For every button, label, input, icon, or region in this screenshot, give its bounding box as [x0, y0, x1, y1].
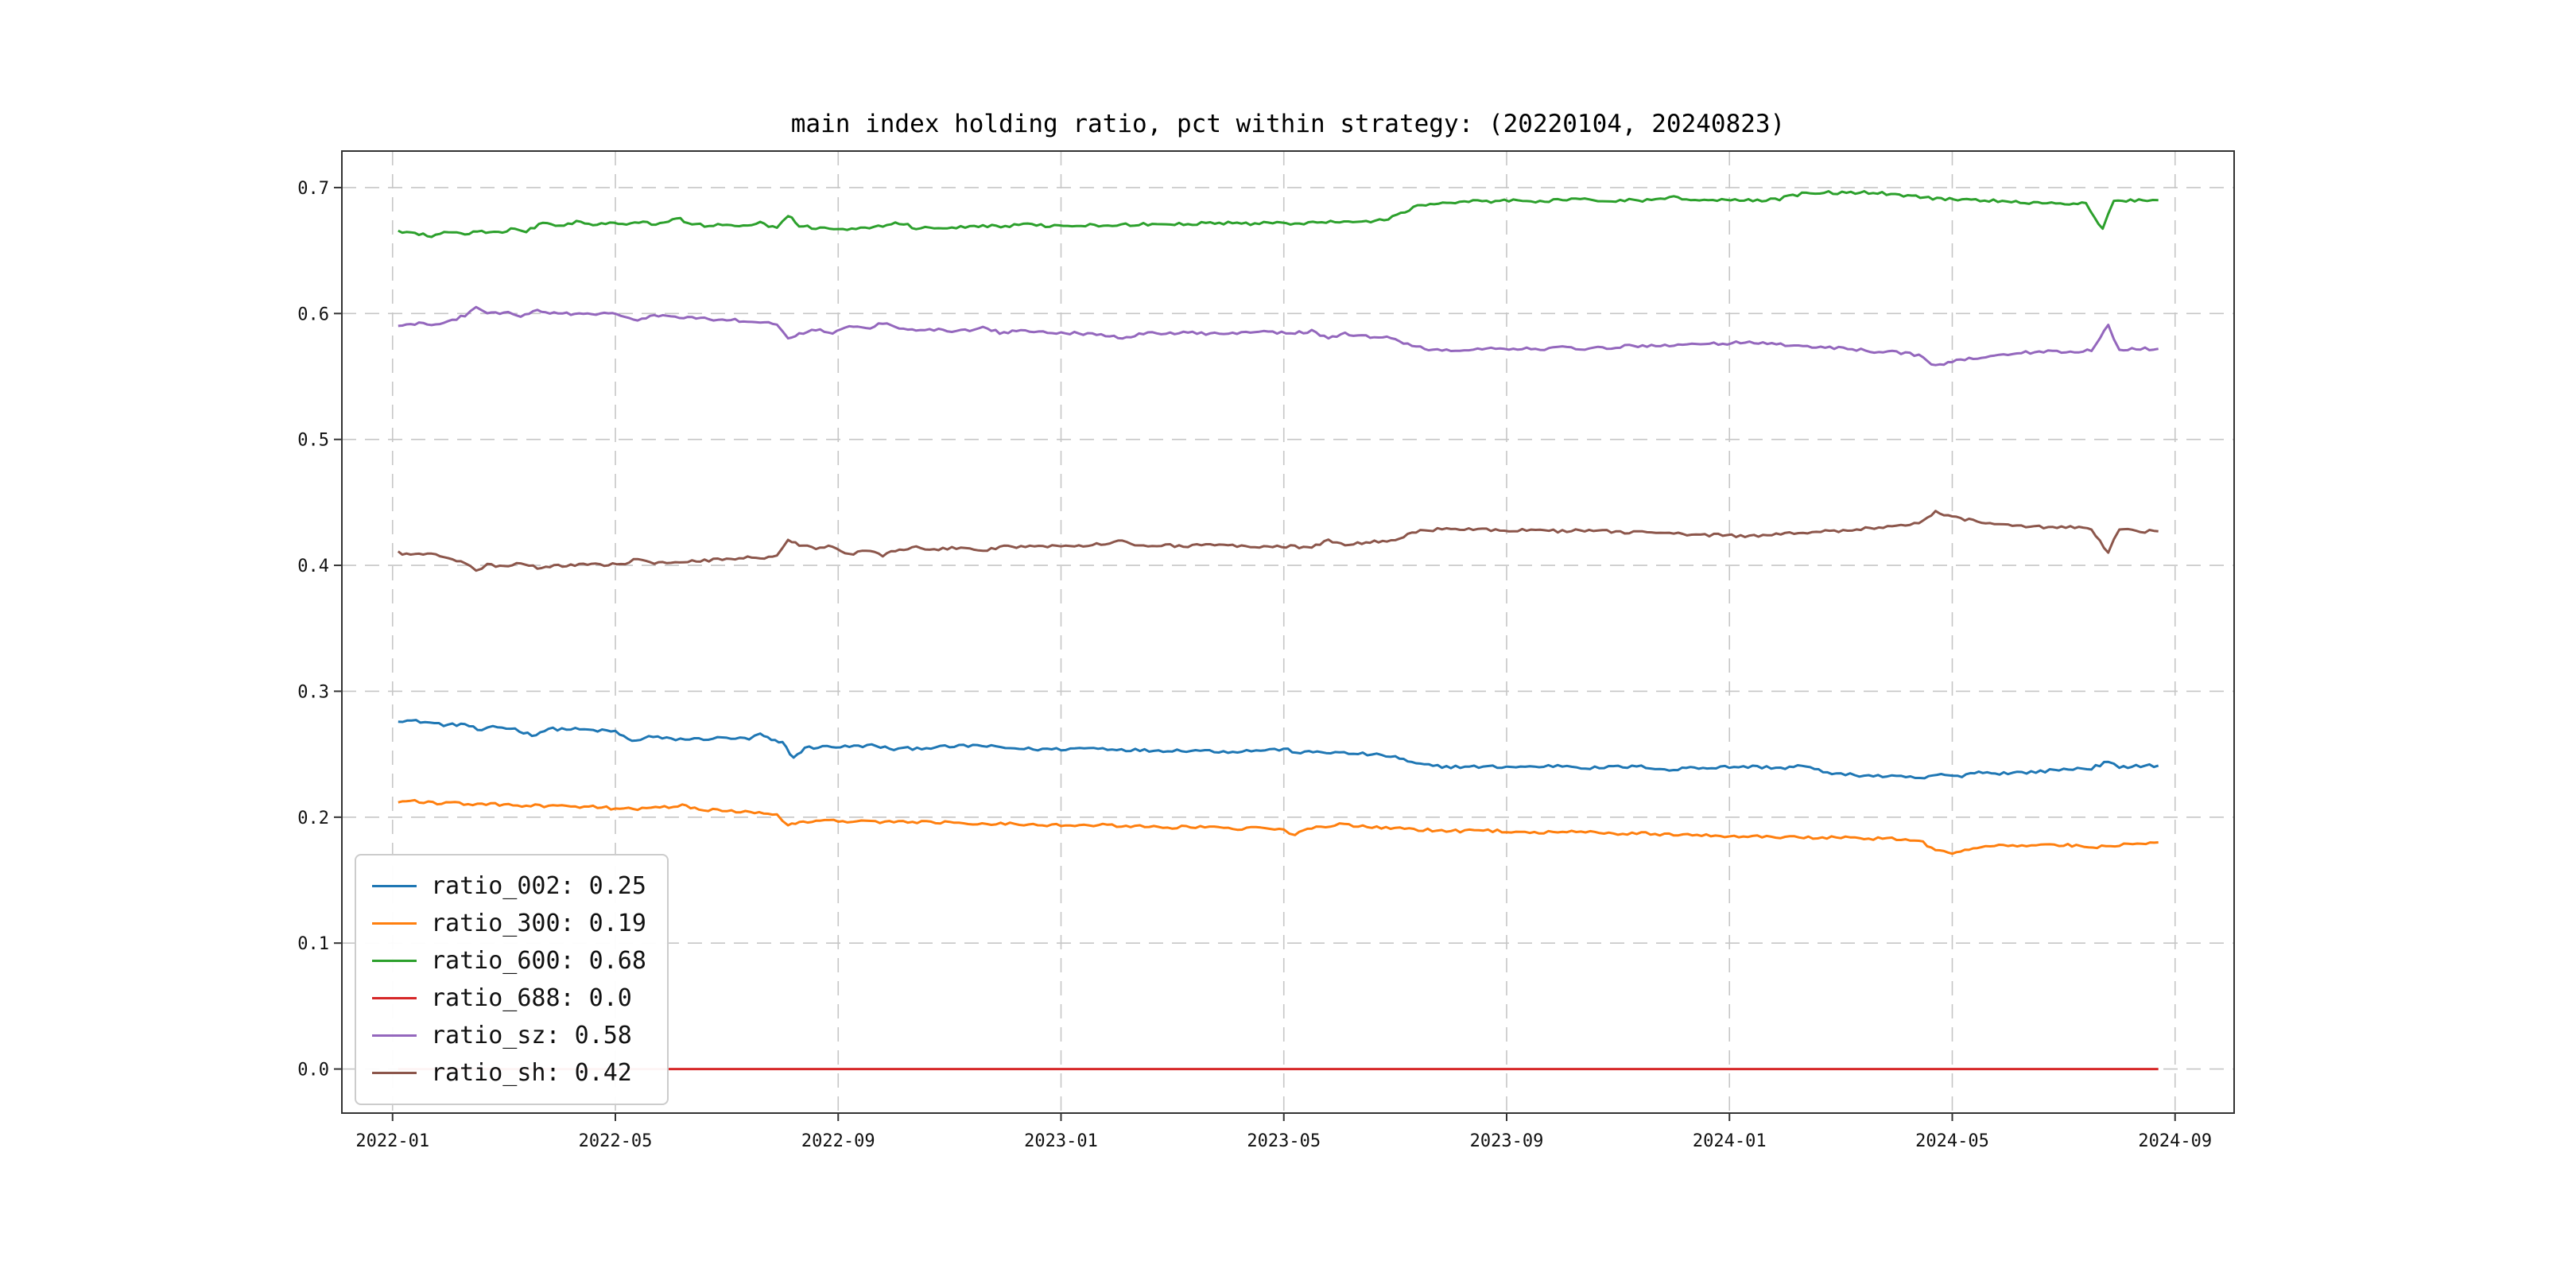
legend-label: ratio_688: 0.0	[431, 984, 632, 1012]
x-axis-tick-label: 2024-01	[1693, 1131, 1767, 1151]
legend-label: ratio_002: 0.25	[431, 872, 646, 900]
legend-line-swatch	[372, 997, 417, 999]
legend-item: ratio_sz: 0.58	[372, 1017, 646, 1054]
legend-item: ratio_300: 0.19	[372, 905, 646, 942]
y-axis-tick-label: 0.5	[297, 431, 329, 451]
chart-title: main index holding ratio, pct within str…	[790, 110, 1786, 138]
legend-item: ratio_688: 0.0	[372, 980, 646, 1017]
x-axis-tick-label: 2023-05	[1247, 1131, 1321, 1151]
x-axis-tick-label: 2024-05	[1915, 1131, 1989, 1151]
series-line-ratio_300	[398, 798, 2159, 855]
series-line-ratio_sz	[398, 305, 2159, 367]
legend-item: ratio_600: 0.68	[372, 942, 646, 980]
x-axis-tick-label: 2023-09	[1470, 1131, 1544, 1151]
x-axis-tick-label: 2022-05	[579, 1131, 653, 1151]
legend-line-swatch	[372, 1072, 417, 1074]
legend-label: ratio_sz: 0.58	[431, 1022, 632, 1049]
y-axis-tick-label: 0.2	[297, 809, 329, 828]
plot-border	[341, 150, 2235, 1114]
x-axis-tick-label: 2023-01	[1024, 1131, 1098, 1151]
legend-item: ratio_002: 0.25	[372, 867, 646, 905]
legend-item: ratio_sh: 0.42	[372, 1054, 646, 1092]
y-axis-tick-label: 0.1	[297, 934, 329, 954]
legend-label: ratio_300: 0.19	[431, 910, 646, 937]
legend-label: ratio_sh: 0.42	[431, 1059, 632, 1087]
series-line-ratio_600	[398, 190, 2159, 239]
legend-line-swatch	[372, 960, 417, 962]
y-axis-tick-label: 0.0	[297, 1061, 329, 1080]
y-axis-tick-label: 0.6	[297, 305, 329, 324]
legend-label: ratio_600: 0.68	[431, 947, 646, 975]
series-line-ratio_002	[398, 719, 2159, 780]
y-axis-tick-label: 0.4	[297, 557, 329, 576]
series-line-ratio_sh	[397, 510, 2159, 572]
legend-line-swatch	[372, 885, 417, 887]
y-axis-tick-label: 0.7	[297, 179, 329, 199]
legend: ratio_002: 0.25 ratio_300: 0.19 ratio_600:…	[355, 854, 669, 1105]
legend-line-swatch	[372, 922, 417, 925]
x-axis-tick-label: 2022-09	[801, 1131, 875, 1151]
x-axis-tick-label: 2024-09	[2138, 1131, 2212, 1151]
x-axis-tick-label: 2022-01	[355, 1131, 429, 1151]
legend-line-swatch	[372, 1034, 417, 1037]
y-axis-tick-label: 0.3	[297, 682, 329, 702]
